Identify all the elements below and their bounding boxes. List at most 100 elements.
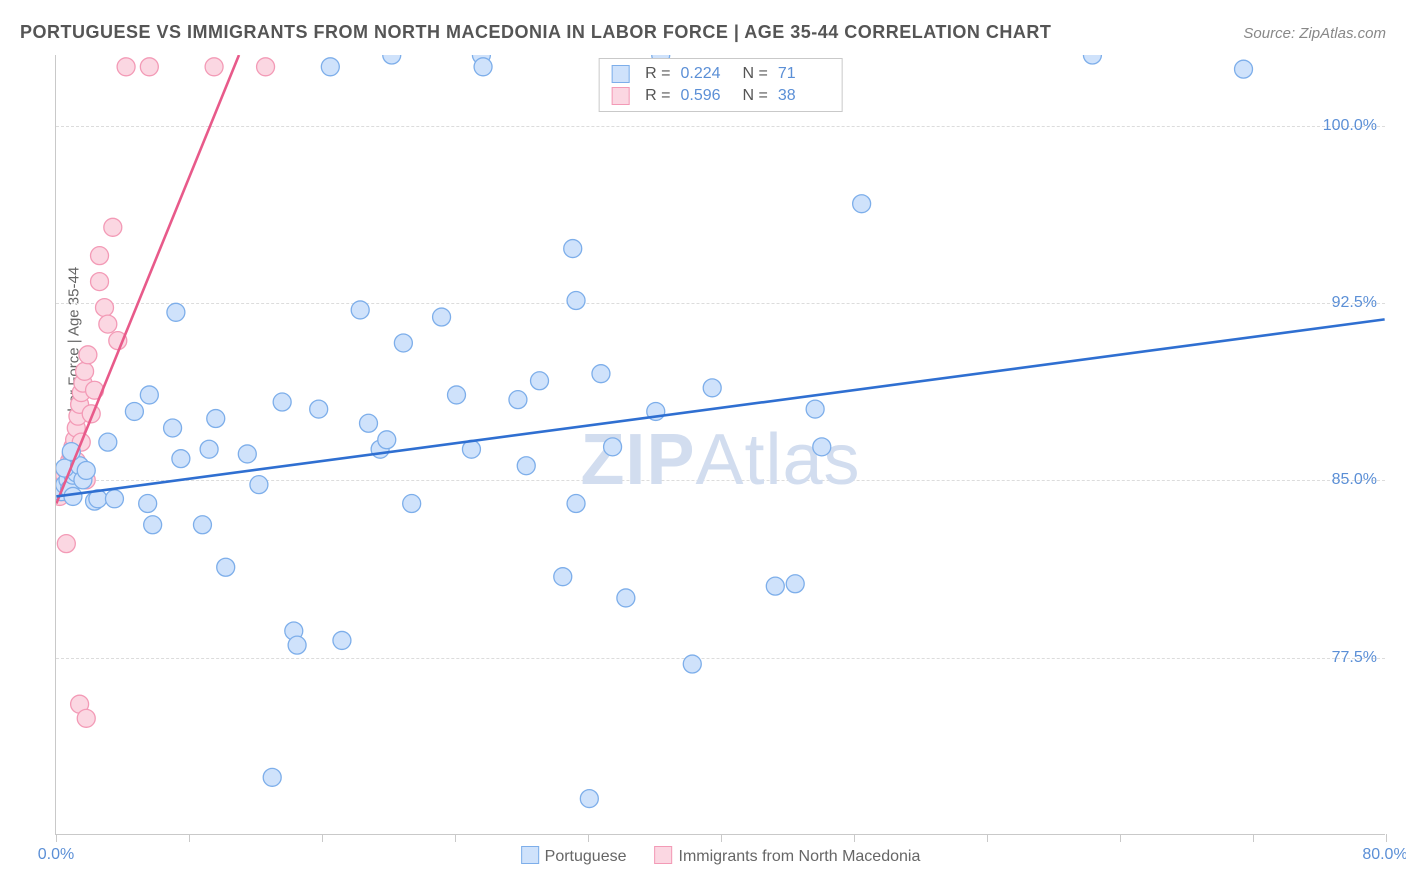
data-point <box>250 476 268 494</box>
source-credit: Source: ZipAtlas.com <box>1243 25 1386 42</box>
data-point <box>205 58 223 76</box>
data-point <box>766 577 784 595</box>
x-tick <box>1386 834 1387 842</box>
data-point <box>853 195 871 213</box>
n-label: N = <box>743 87 768 105</box>
data-point <box>1083 55 1101 64</box>
x-tick <box>56 834 57 842</box>
data-point <box>531 372 549 390</box>
data-point <box>509 391 527 409</box>
legend-row: R = 0.224 N = 71 <box>611 63 830 85</box>
data-point <box>321 58 339 76</box>
data-point <box>140 58 158 76</box>
data-point <box>683 655 701 673</box>
data-point <box>99 315 117 333</box>
r-value: 0.224 <box>681 65 733 83</box>
x-tick <box>721 834 722 842</box>
n-value: 38 <box>778 87 830 105</box>
legend-swatch <box>521 846 539 864</box>
data-point <box>517 457 535 475</box>
r-label: R = <box>645 65 670 83</box>
data-point <box>79 346 97 364</box>
plot-area: In Labor Force | Age 35-44 ZIPAtlas R =0… <box>55 55 1385 835</box>
data-point <box>91 247 109 265</box>
data-point <box>592 365 610 383</box>
data-point <box>474 58 492 76</box>
data-point <box>76 362 94 380</box>
data-point <box>448 386 466 404</box>
x-tick <box>588 834 589 842</box>
data-point <box>64 487 82 505</box>
series-legend: Portuguese Immigrants from North Macedoni… <box>521 846 921 866</box>
legend-row: R = 0.596 N = 38 <box>611 85 830 107</box>
data-point <box>703 379 721 397</box>
data-point <box>257 58 275 76</box>
data-point <box>567 495 585 513</box>
data-point <box>164 419 182 437</box>
data-point <box>105 490 123 508</box>
data-point <box>604 438 622 456</box>
data-point <box>200 440 218 458</box>
x-tick <box>455 834 456 842</box>
n-label: N = <box>743 65 768 83</box>
data-point <box>140 386 158 404</box>
trend-line <box>56 319 1384 496</box>
n-value: 71 <box>778 65 830 83</box>
x-tick <box>189 834 190 842</box>
data-point <box>433 308 451 326</box>
data-point <box>564 240 582 258</box>
data-point <box>217 558 235 576</box>
data-point <box>288 636 306 654</box>
legend-swatch <box>611 65 629 83</box>
data-point <box>263 768 281 786</box>
data-point <box>333 631 351 649</box>
data-point <box>310 400 328 418</box>
legend-label: Portuguese <box>545 848 627 865</box>
data-point <box>403 495 421 513</box>
legend-item: Immigrants from North Macedonia <box>654 846 920 866</box>
legend-item: Portuguese <box>521 846 627 866</box>
data-point <box>91 273 109 291</box>
data-point <box>77 461 95 479</box>
data-point <box>378 431 396 449</box>
data-point <box>351 301 369 319</box>
data-point <box>383 55 401 64</box>
x-axis-max-label: 80.0% <box>1362 846 1406 864</box>
data-point <box>554 568 572 586</box>
data-point <box>360 414 378 432</box>
x-tick <box>854 834 855 842</box>
data-point <box>580 790 598 808</box>
legend-swatch <box>611 87 629 105</box>
data-point <box>139 495 157 513</box>
r-value: 0.596 <box>681 87 733 105</box>
data-point <box>567 292 585 310</box>
data-point <box>813 438 831 456</box>
legend-swatch <box>654 846 672 864</box>
data-point <box>167 303 185 321</box>
data-point <box>125 402 143 420</box>
data-point <box>193 516 211 534</box>
data-point <box>77 709 95 727</box>
scatter-svg <box>56 55 1385 834</box>
r-label: R = <box>645 87 670 105</box>
data-point <box>104 218 122 236</box>
data-point <box>144 516 162 534</box>
data-point <box>394 334 412 352</box>
x-axis-min-label: 0.0% <box>38 846 74 864</box>
data-point <box>96 299 114 317</box>
correlation-legend: R = 0.224 N = 71 R = 0.596 N = 38 <box>598 58 843 112</box>
data-point <box>806 400 824 418</box>
data-point <box>172 450 190 468</box>
legend-label: Immigrants from North Macedonia <box>678 848 920 865</box>
data-point <box>273 393 291 411</box>
data-point <box>617 589 635 607</box>
data-point <box>207 410 225 428</box>
trend-line <box>56 55 239 504</box>
data-point <box>99 433 117 451</box>
x-tick <box>322 834 323 842</box>
chart-title: PORTUGUESE VS IMMIGRANTS FROM NORTH MACE… <box>20 22 1051 43</box>
data-point <box>117 58 135 76</box>
x-tick <box>1253 834 1254 842</box>
data-point <box>1235 60 1253 78</box>
data-point <box>238 445 256 463</box>
